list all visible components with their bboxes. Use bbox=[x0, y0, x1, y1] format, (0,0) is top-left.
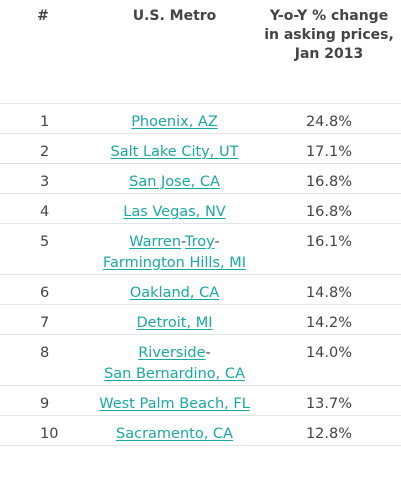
rank-cell: 6 bbox=[0, 273, 92, 304]
table-body: 1 Phoenix, AZ 24.8% 2 Salt Lake City, UT… bbox=[0, 102, 401, 446]
table-row: 3 San Jose, CA 16.8% bbox=[0, 162, 401, 193]
rank-cell: 4 bbox=[0, 192, 92, 223]
rank-cell: 7 bbox=[0, 303, 92, 334]
table-row: 1 Phoenix, AZ 24.8% bbox=[0, 102, 401, 133]
table-row: 4 Las Vegas, NV 16.8% bbox=[0, 192, 401, 223]
rank-cell: 3 bbox=[0, 162, 92, 193]
metro-cell: Warren-Troy- Farmington Hills, MI bbox=[92, 222, 257, 274]
table-row: 8 Riverside- San Bernardino, CA 14.0% bbox=[0, 333, 401, 385]
change-cell: 14.2% bbox=[257, 303, 401, 334]
hyphen-separator: - bbox=[214, 233, 220, 250]
change-column-header: Y-o-Y % change in asking prices, Jan 201… bbox=[264, 8, 394, 62]
table-row: 2 Salt Lake City, UT 17.1% bbox=[0, 132, 401, 163]
hyphen-separator: - bbox=[205, 344, 211, 361]
metro-link[interactable]: Oakland, CA bbox=[129, 284, 220, 301]
table-row: 7 Detroit, MI 14.2% bbox=[0, 303, 401, 334]
rank-column-header: # bbox=[37, 8, 49, 24]
metro-cell: Oakland, CA bbox=[92, 273, 257, 304]
change-cell: 13.7% bbox=[257, 384, 401, 415]
metro-link[interactable]: Salt Lake City, UT bbox=[110, 143, 239, 160]
metro-cell: West Palm Beach, FL bbox=[92, 384, 257, 415]
change-cell: 16.8% bbox=[257, 192, 401, 223]
metro-cell: Salt Lake City, UT bbox=[92, 132, 257, 163]
metro-link[interactable]: Sacramento, CA bbox=[116, 425, 233, 442]
metro-cell: Sacramento, CA bbox=[92, 414, 257, 446]
change-cell: 12.8% bbox=[257, 414, 401, 446]
metro-cell: Riverside- San Bernardino, CA bbox=[92, 333, 257, 385]
metro-link[interactable]: San Jose, CA bbox=[129, 173, 220, 190]
metro-link-riverside[interactable]: Riverside bbox=[138, 344, 206, 361]
rank-cell: 2 bbox=[0, 132, 92, 163]
rank-cell: 9 bbox=[0, 384, 92, 415]
change-cell: 17.1% bbox=[257, 132, 401, 163]
table-row: 6 Oakland, CA 14.8% bbox=[0, 273, 401, 304]
table-row: 5 Warren-Troy- Farmington Hills, MI 16.1% bbox=[0, 222, 401, 274]
table-header-row: # U.S. Metro Y-o-Y % change in asking pr… bbox=[0, 0, 401, 103]
metro-cell: San Jose, CA bbox=[92, 162, 257, 193]
change-cell: 16.8% bbox=[257, 162, 401, 193]
change-cell: 14.0% bbox=[257, 333, 401, 385]
metro-link[interactable]: West Palm Beach, FL bbox=[99, 395, 250, 412]
metro-link-farmington-hills[interactable]: Farmington Hills, MI bbox=[102, 254, 247, 271]
metro-cell: Las Vegas, NV bbox=[92, 192, 257, 223]
metro-link-troy[interactable]: Troy bbox=[184, 233, 215, 250]
table-row: 9 West Palm Beach, FL 13.7% bbox=[0, 384, 401, 415]
change-cell: 14.8% bbox=[257, 273, 401, 304]
metro-cell: Phoenix, AZ bbox=[92, 102, 257, 133]
metro-link-warren[interactable]: Warren bbox=[129, 233, 182, 250]
metro-link[interactable]: Phoenix, AZ bbox=[131, 113, 218, 130]
rank-cell: 5 bbox=[0, 222, 92, 274]
metro-link-san-bernardino[interactable]: San Bernardino, CA bbox=[104, 365, 245, 382]
rank-cell: 8 bbox=[0, 333, 92, 385]
change-cell: 24.8% bbox=[257, 102, 401, 133]
metro-link[interactable]: Las Vegas, NV bbox=[123, 203, 226, 220]
rank-cell: 1 bbox=[0, 102, 92, 133]
rank-cell: 10 bbox=[0, 414, 92, 446]
price-change-table: # U.S. Metro Y-o-Y % change in asking pr… bbox=[0, 0, 401, 446]
change-cell: 16.1% bbox=[257, 222, 401, 274]
hyphen-separator: - bbox=[181, 233, 185, 250]
metro-column-header: U.S. Metro bbox=[132, 8, 217, 24]
metro-cell: Detroit, MI bbox=[92, 303, 257, 334]
table-row: 10 Sacramento, CA 12.8% bbox=[0, 414, 401, 446]
metro-link[interactable]: Detroit, MI bbox=[136, 314, 213, 331]
